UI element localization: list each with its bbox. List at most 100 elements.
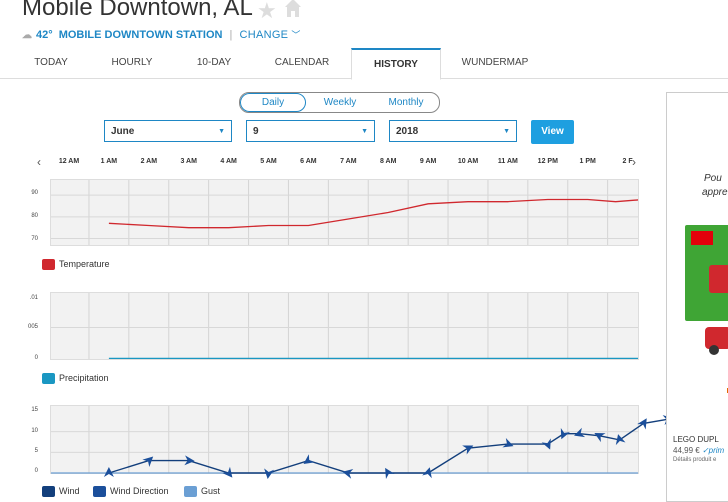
- page-title: Mobile Downtown, AL: [22, 0, 253, 21]
- star-icon[interactable]: ★: [257, 0, 277, 23]
- temperature-plot: [51, 180, 638, 245]
- year-value: 2018: [396, 126, 419, 137]
- toy-logo: [691, 231, 713, 245]
- tab-history[interactable]: HISTORY: [351, 48, 441, 80]
- wind-direction-arrow: [502, 438, 514, 448]
- legend-label-wind-direction: Wind Direction: [110, 486, 169, 496]
- period-toggle: Daily Weekly Monthly: [239, 92, 440, 113]
- temperature-line: [108, 198, 638, 229]
- month-value: June: [111, 126, 135, 137]
- change-link[interactable]: CHANGE: [239, 29, 289, 41]
- y-tick-wind-15: 15: [31, 407, 38, 413]
- hour-label: 2 F: [622, 158, 633, 165]
- tab-hourly[interactable]: HOURLY: [111, 57, 153, 68]
- hour-label: 12 PM: [537, 158, 558, 165]
- y-tick-precip-0: 0: [34, 355, 38, 361]
- legend-label-gust: Gust: [201, 486, 221, 496]
- y-tick-temp-90: 90: [31, 190, 38, 196]
- wind-direction-arrow: [541, 438, 551, 450]
- tab-calendar[interactable]: CALENDAR: [274, 57, 330, 68]
- separator: |: [229, 29, 233, 41]
- y-tick-temp-80: 80: [31, 213, 38, 219]
- legend-swatch-gust: [184, 486, 197, 498]
- precipitation-chart: [50, 292, 639, 360]
- hour-label: 8 AM: [379, 158, 397, 165]
- period-monthly[interactable]: Monthly: [388, 97, 424, 108]
- caret-down-icon: ▼: [218, 128, 225, 135]
- legend-temperature[interactable]: Temperature: [42, 259, 110, 271]
- ad-text-2: appre: [702, 187, 728, 198]
- ad-text-1: Pou: [704, 173, 722, 184]
- year-select[interactable]: 2018 ▼: [389, 120, 517, 142]
- hour-label: 1 AM: [100, 158, 118, 165]
- hour-label: 10 AM: [457, 158, 479, 165]
- station-name[interactable]: MOBILE DOWNTOWN STATION: [58, 29, 223, 41]
- temperature-chart: [50, 179, 639, 246]
- hour-label: 11 AM: [497, 158, 518, 165]
- station-info: ☁ 42° MOBILE DOWNTOWN STATION | CHANGE ﹀: [22, 28, 300, 41]
- view-button[interactable]: View: [531, 120, 574, 144]
- legend-label-temperature: Temperature: [59, 259, 110, 269]
- toy-wheel-image: [709, 345, 719, 355]
- hour-label: 12 AM: [58, 158, 80, 165]
- toy-piece-image: [705, 327, 728, 349]
- cloud-icon: ☁: [22, 30, 32, 41]
- legend-wind[interactable]: Wind: [42, 486, 80, 498]
- tab-bar: TODAY HOURLY 10-DAY CALENDAR HISTORY WUN…: [0, 48, 728, 80]
- ad-price-value: 44,99 €: [673, 446, 700, 455]
- wind-direction-arrow: [594, 432, 606, 443]
- wind-direction-arrow: [184, 455, 195, 466]
- precipitation-plot: [51, 293, 638, 359]
- hour-label: 5 AM: [260, 158, 277, 165]
- y-tick-precip-01: .01: [29, 295, 38, 301]
- wind-direction-arrow: [560, 428, 570, 440]
- wind-direction-arrow: [574, 427, 586, 438]
- legend-gust[interactable]: Gust: [184, 486, 221, 498]
- legend-label-precipitation: Precipitation: [59, 373, 109, 383]
- period-daily[interactable]: Daily: [240, 93, 306, 112]
- hour-label: 4 AM: [220, 158, 237, 165]
- legend-label-wind: Wind: [59, 486, 80, 496]
- wind-direction-arrow: [462, 445, 474, 455]
- hour-label: 1 PM: [579, 158, 596, 165]
- wind-direction-arrow: [637, 418, 647, 430]
- tab-today[interactable]: TODAY: [34, 57, 68, 68]
- hour-label: 2 AM: [140, 158, 158, 165]
- y-tick-precip-005: 005: [27, 324, 38, 330]
- wind-direction-arrow: [264, 468, 275, 479]
- legend-swatch-temperature: [42, 259, 55, 271]
- legend-swatch-precipitation: [42, 373, 55, 385]
- day-select[interactable]: 9 ▼: [246, 120, 375, 142]
- ad-details-link[interactable]: Détails produit e: [673, 457, 717, 463]
- wind-direction-arrow: [222, 466, 233, 478]
- wind-direction-arrow: [103, 467, 114, 477]
- caret-down-icon: ▼: [503, 128, 510, 135]
- tab-10-day[interactable]: 10-DAY: [196, 57, 232, 68]
- wind-direction-arrow: [615, 434, 626, 446]
- hour-label: 7 AM: [340, 158, 357, 165]
- ad-product-image[interactable]: [683, 225, 728, 403]
- y-tick-wind-5: 5: [34, 448, 38, 454]
- wind-chart: [50, 405, 674, 480]
- ad-product-name[interactable]: LEGO DUPL: [673, 435, 719, 444]
- wind-direction-arrow: [303, 454, 315, 465]
- prime-badge: ✓prim: [701, 446, 725, 455]
- y-tick-wind-0: 0: [34, 468, 38, 474]
- chevron-down-icon[interactable]: ﹀: [291, 30, 301, 40]
- current-temp: 42°: [36, 29, 53, 41]
- ad-panel[interactable]: Pou appre LEGO DUPL 44,99 € ✓prim Détail…: [666, 92, 728, 502]
- prev-arrow-icon[interactable]: ‹: [37, 155, 41, 169]
- home-icon[interactable]: [284, 0, 302, 23]
- legend-precipitation[interactable]: Precipitation: [42, 373, 109, 385]
- tab-wundermap[interactable]: WUNDERMAP: [461, 57, 529, 68]
- ad-price: 44,99 € ✓prim: [673, 446, 724, 455]
- day-value: 9: [253, 126, 259, 137]
- next-arrow-icon[interactable]: ›: [632, 155, 636, 169]
- wind-direction-arrow: [342, 468, 354, 479]
- legend-wind-direction[interactable]: Wind Direction: [93, 486, 169, 498]
- fire-truck-image: [709, 265, 728, 293]
- period-weekly[interactable]: Weekly: [323, 97, 357, 108]
- month-select[interactable]: June ▼: [104, 120, 232, 142]
- wind-direction-arrow: [422, 467, 432, 479]
- legend-swatch-wind: [42, 486, 55, 498]
